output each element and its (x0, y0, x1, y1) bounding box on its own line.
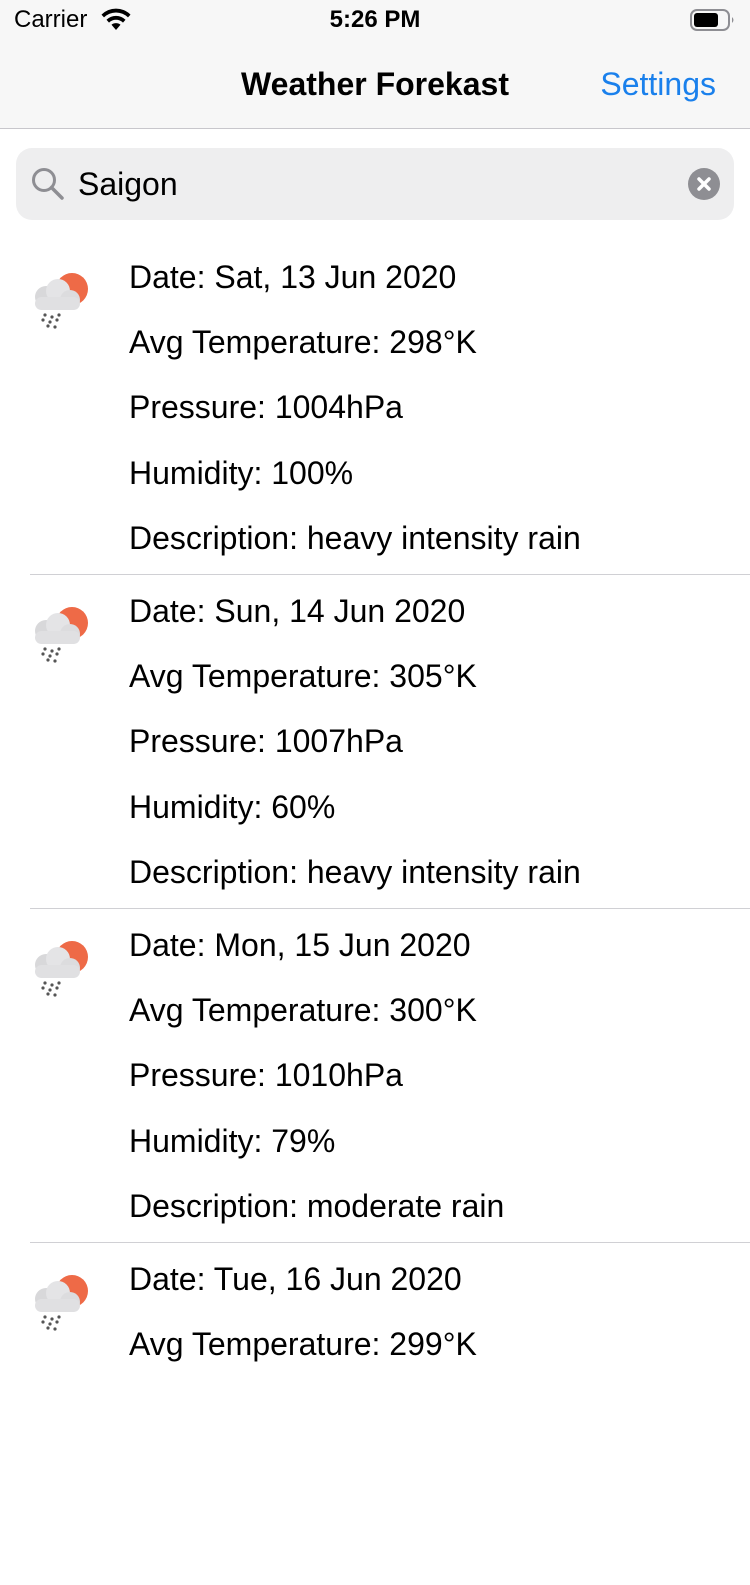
navigation-bar: Weather Forekast Settings (0, 40, 750, 129)
forecast-date: Date: Sun, 14 Jun 2020 (129, 593, 466, 629)
rain-sun-cloud-icon (35, 941, 88, 997)
status-bar: Carrier 5:26 PM (0, 0, 750, 40)
clear-search-icon[interactable] (688, 168, 720, 200)
clock: 5:26 PM (329, 6, 421, 33)
forecast-pressure: Pressure: 1004hPa (129, 389, 403, 426)
search-bar (0, 129, 750, 241)
carrier-label: Carrier (14, 6, 88, 33)
search-field[interactable] (16, 148, 734, 220)
rain-sun-cloud-icon (35, 607, 88, 663)
forecast-date: Date: Mon, 15 Jun 2020 (129, 927, 471, 963)
forecast-temperature: Avg Temperature: 298°K (129, 324, 477, 361)
search-input[interactable] (78, 148, 678, 220)
rain-sun-cloud-icon (35, 1275, 88, 1331)
forecast-pressure: Pressure: 1010hPa (129, 1057, 403, 1094)
forecast-humidity (129, 1455, 749, 1520)
forecast-temperature: Avg Temperature: 300°K (129, 992, 477, 1029)
forecast-humidity: Humidity: 100% (129, 454, 354, 491)
forecast-row[interactable]: Date: Sat, 13 Jun 2020 Avg Temperature: … (30, 241, 750, 575)
forecast-row[interactable]: Date: Mon, 15 Jun 2020 Avg Temperature: … (30, 909, 750, 1243)
battery-icon (690, 9, 734, 31)
forecast-description: Description: moderate rain (129, 1187, 505, 1224)
forecast-date: Date: Sat, 13 Jun 2020 (129, 259, 457, 295)
forecast-pressure (129, 1389, 749, 1454)
page-title: Weather Forekast (241, 66, 509, 102)
forecast-temperature: Avg Temperature: 305°K (129, 658, 477, 695)
forecast-description: Description: heavy intensity rain (129, 853, 581, 890)
rain-sun-cloud-icon (35, 273, 88, 329)
wifi-icon (101, 8, 131, 30)
forecast-pressure: Pressure: 1007hPa (129, 723, 403, 760)
forecast-humidity: Humidity: 60% (129, 788, 336, 825)
forecast-date: Date: Tue, 16 Jun 2020 (129, 1261, 462, 1297)
forecast-list: Date: Sat, 13 Jun 2020 Avg Temperature: … (0, 241, 750, 1576)
forecast-humidity: Humidity: 79% (129, 1122, 336, 1159)
close-icon (697, 177, 711, 191)
forecast-description (129, 1520, 749, 1585)
forecast-description: Description: heavy intensity rain (129, 519, 581, 556)
search-icon (32, 168, 64, 200)
forecast-row[interactable]: Date: Tue, 16 Jun 2020 Avg Temperature: … (30, 1243, 750, 1576)
settings-button[interactable]: Settings (600, 66, 716, 102)
forecast-row[interactable]: Date: Sun, 14 Jun 2020 Avg Temperature: … (30, 575, 750, 909)
